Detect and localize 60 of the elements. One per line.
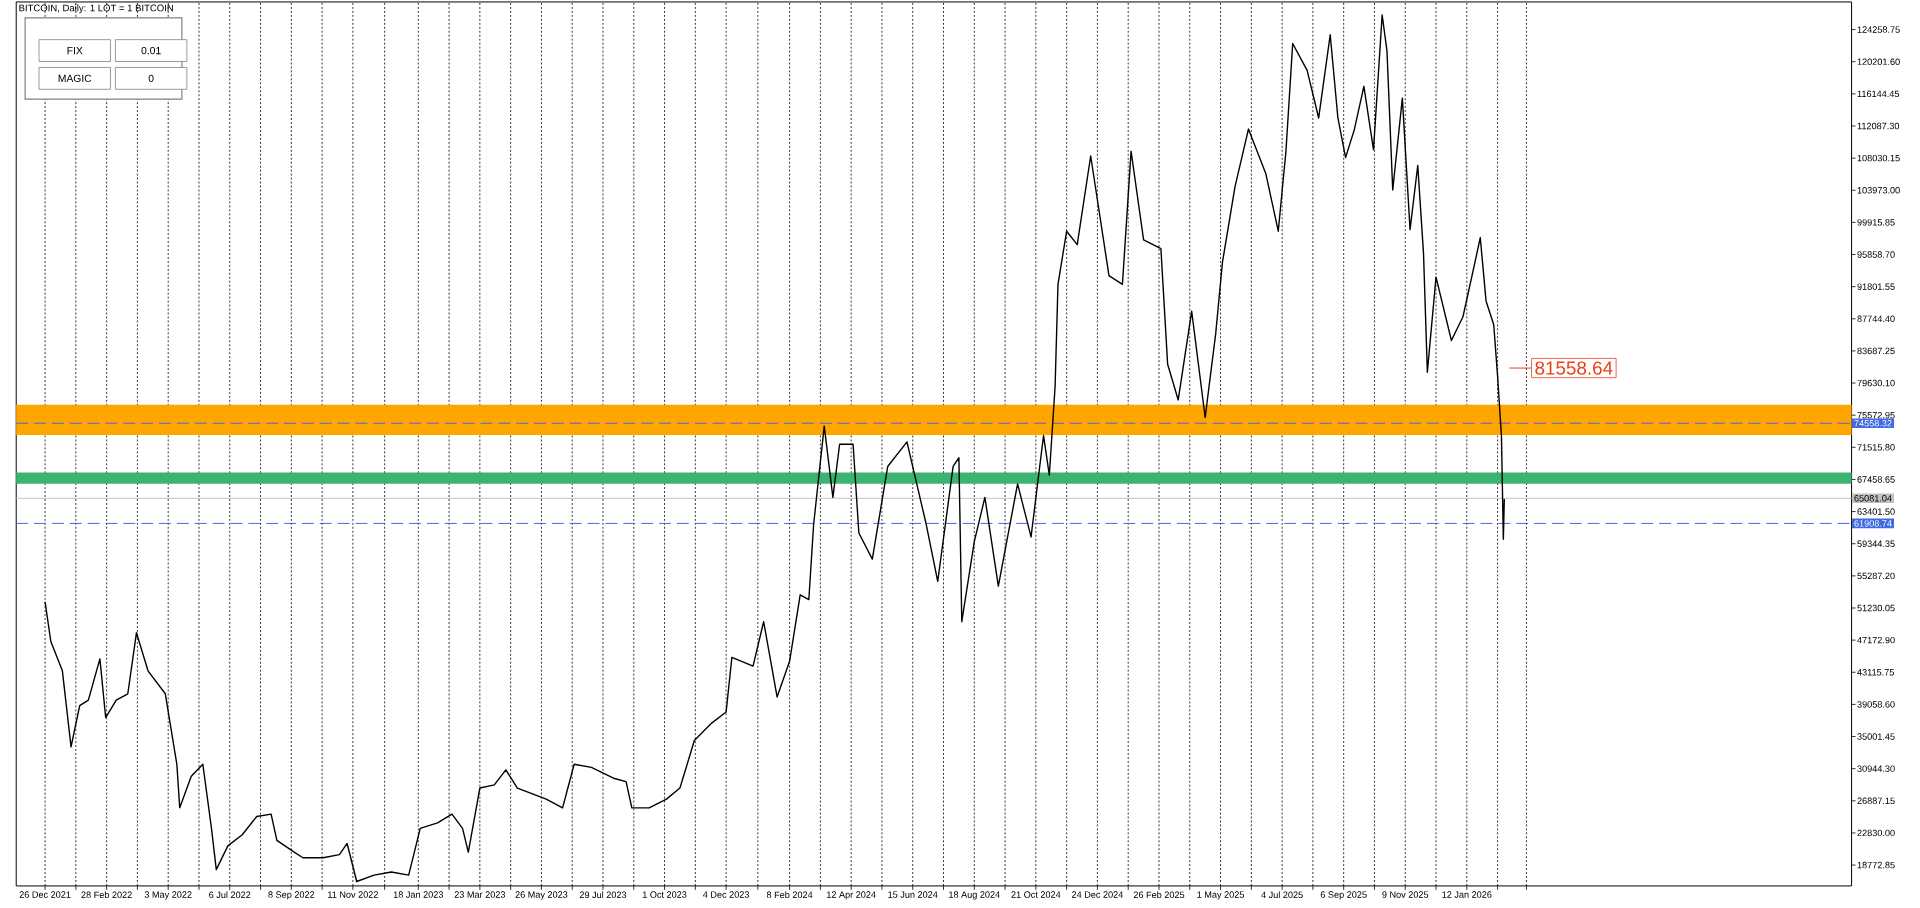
annotation: 0.01 bbox=[141, 47, 161, 55]
annotation: MAGIC bbox=[58, 74, 92, 83]
y-tick-label: 124258.75 bbox=[1857, 26, 1900, 33]
x-tick-label: 4 Jul 2025 bbox=[1261, 891, 1303, 899]
ref-line-label: 65081.04 bbox=[1854, 495, 1892, 502]
x-tick-label: 12 Apr 2024 bbox=[826, 891, 876, 900]
y-tick-label: 79630.10 bbox=[1857, 379, 1895, 387]
x-tick-label: 29 Jul 2023 bbox=[579, 891, 627, 899]
y-tick-label: 103973.00 bbox=[1857, 187, 1900, 194]
x-tick-label: 3 May 2022 bbox=[144, 891, 192, 900]
y-tick-label: 43115.75 bbox=[1857, 669, 1895, 676]
ref-line-label: 74558.32 bbox=[1854, 420, 1892, 427]
x-tick-label: 4 Dec 2023 bbox=[702, 891, 750, 898]
y-tick-label: 39058.60 bbox=[1857, 701, 1895, 708]
x-tick-label: 23 Mar 2023 bbox=[454, 891, 506, 898]
y-tick-label: 83687.25 bbox=[1857, 347, 1895, 355]
y-tick-label: 108030.15 bbox=[1857, 155, 1900, 162]
x-tick-label: 18 Aug 2024 bbox=[949, 891, 1000, 900]
x-tick-label: 26 Dec 2021 bbox=[19, 891, 71, 898]
x-tick-label: 8 Feb 2024 bbox=[766, 891, 813, 899]
y-tick-label: 75572.95 bbox=[1857, 412, 1895, 419]
y-tick-label: 67458.65 bbox=[1857, 476, 1895, 483]
x-tick-label: 24 Dec 2024 bbox=[1072, 891, 1123, 898]
annotation: FIX bbox=[67, 47, 83, 55]
x-tick-label: 8 Sep 2022 bbox=[268, 891, 315, 900]
y-tick-label: 112087.30 bbox=[1857, 122, 1900, 130]
y-tick-label: 30944.30 bbox=[1857, 765, 1895, 773]
chart-title: BITCOIN, Daily: 1 LOT = 1 BITCOIN bbox=[19, 4, 173, 14]
annotation: 0 bbox=[148, 74, 154, 83]
y-tick-label: 91801.55 bbox=[1857, 283, 1895, 291]
y-tick-label: 26887.15 bbox=[1857, 797, 1895, 805]
y-tick-label: 95858.70 bbox=[1857, 251, 1895, 258]
y-tick-label: 87744.40 bbox=[1857, 315, 1895, 323]
x-tick-label: 26 May 2023 bbox=[515, 891, 568, 900]
y-tick-label: 18772.85 bbox=[1857, 861, 1895, 869]
x-tick-label: 15 Jun 2024 bbox=[888, 891, 938, 898]
y-tick-label: 59344.35 bbox=[1857, 540, 1895, 548]
y-tick-label: 71515.80 bbox=[1857, 444, 1895, 451]
y-tick-label: 47172.90 bbox=[1857, 637, 1895, 644]
x-tick-label: 1 May 2025 bbox=[1197, 891, 1245, 900]
x-tick-label: 6 Jul 2022 bbox=[209, 891, 251, 899]
x-tick-label: 11 Nov 2022 bbox=[328, 891, 378, 898]
annotation: 81558.64 bbox=[1535, 361, 1613, 375]
x-tick-label: 9 Nov 2025 bbox=[1382, 891, 1429, 898]
x-tick-label: 12 Jan 2026 bbox=[1442, 891, 1492, 898]
x-tick-label: 21 Oct 2024 bbox=[1011, 891, 1061, 898]
x-tick-label: 28 Feb 2022 bbox=[81, 891, 132, 899]
x-tick-label: 1 Oct 2023 bbox=[642, 891, 687, 898]
ref-line-label: 61908.74 bbox=[1854, 520, 1892, 527]
y-tick-label: 35001.45 bbox=[1857, 733, 1895, 740]
y-tick-label: 116144.45 bbox=[1857, 90, 1900, 98]
x-tick-label: 18 Jan 2023 bbox=[393, 891, 443, 898]
x-tick-label: 26 Feb 2025 bbox=[1133, 891, 1185, 899]
y-tick-label: 22830.00 bbox=[1857, 829, 1895, 837]
y-tick-label: 99915.85 bbox=[1857, 219, 1895, 226]
y-tick-label: 63401.50 bbox=[1857, 508, 1895, 515]
y-tick-label: 55287.20 bbox=[1857, 572, 1895, 580]
x-tick-label: 6 Sep 2025 bbox=[1320, 891, 1367, 900]
y-tick-label: 120201.60 bbox=[1857, 58, 1900, 66]
y-tick-label: 51230.05 bbox=[1857, 604, 1895, 612]
